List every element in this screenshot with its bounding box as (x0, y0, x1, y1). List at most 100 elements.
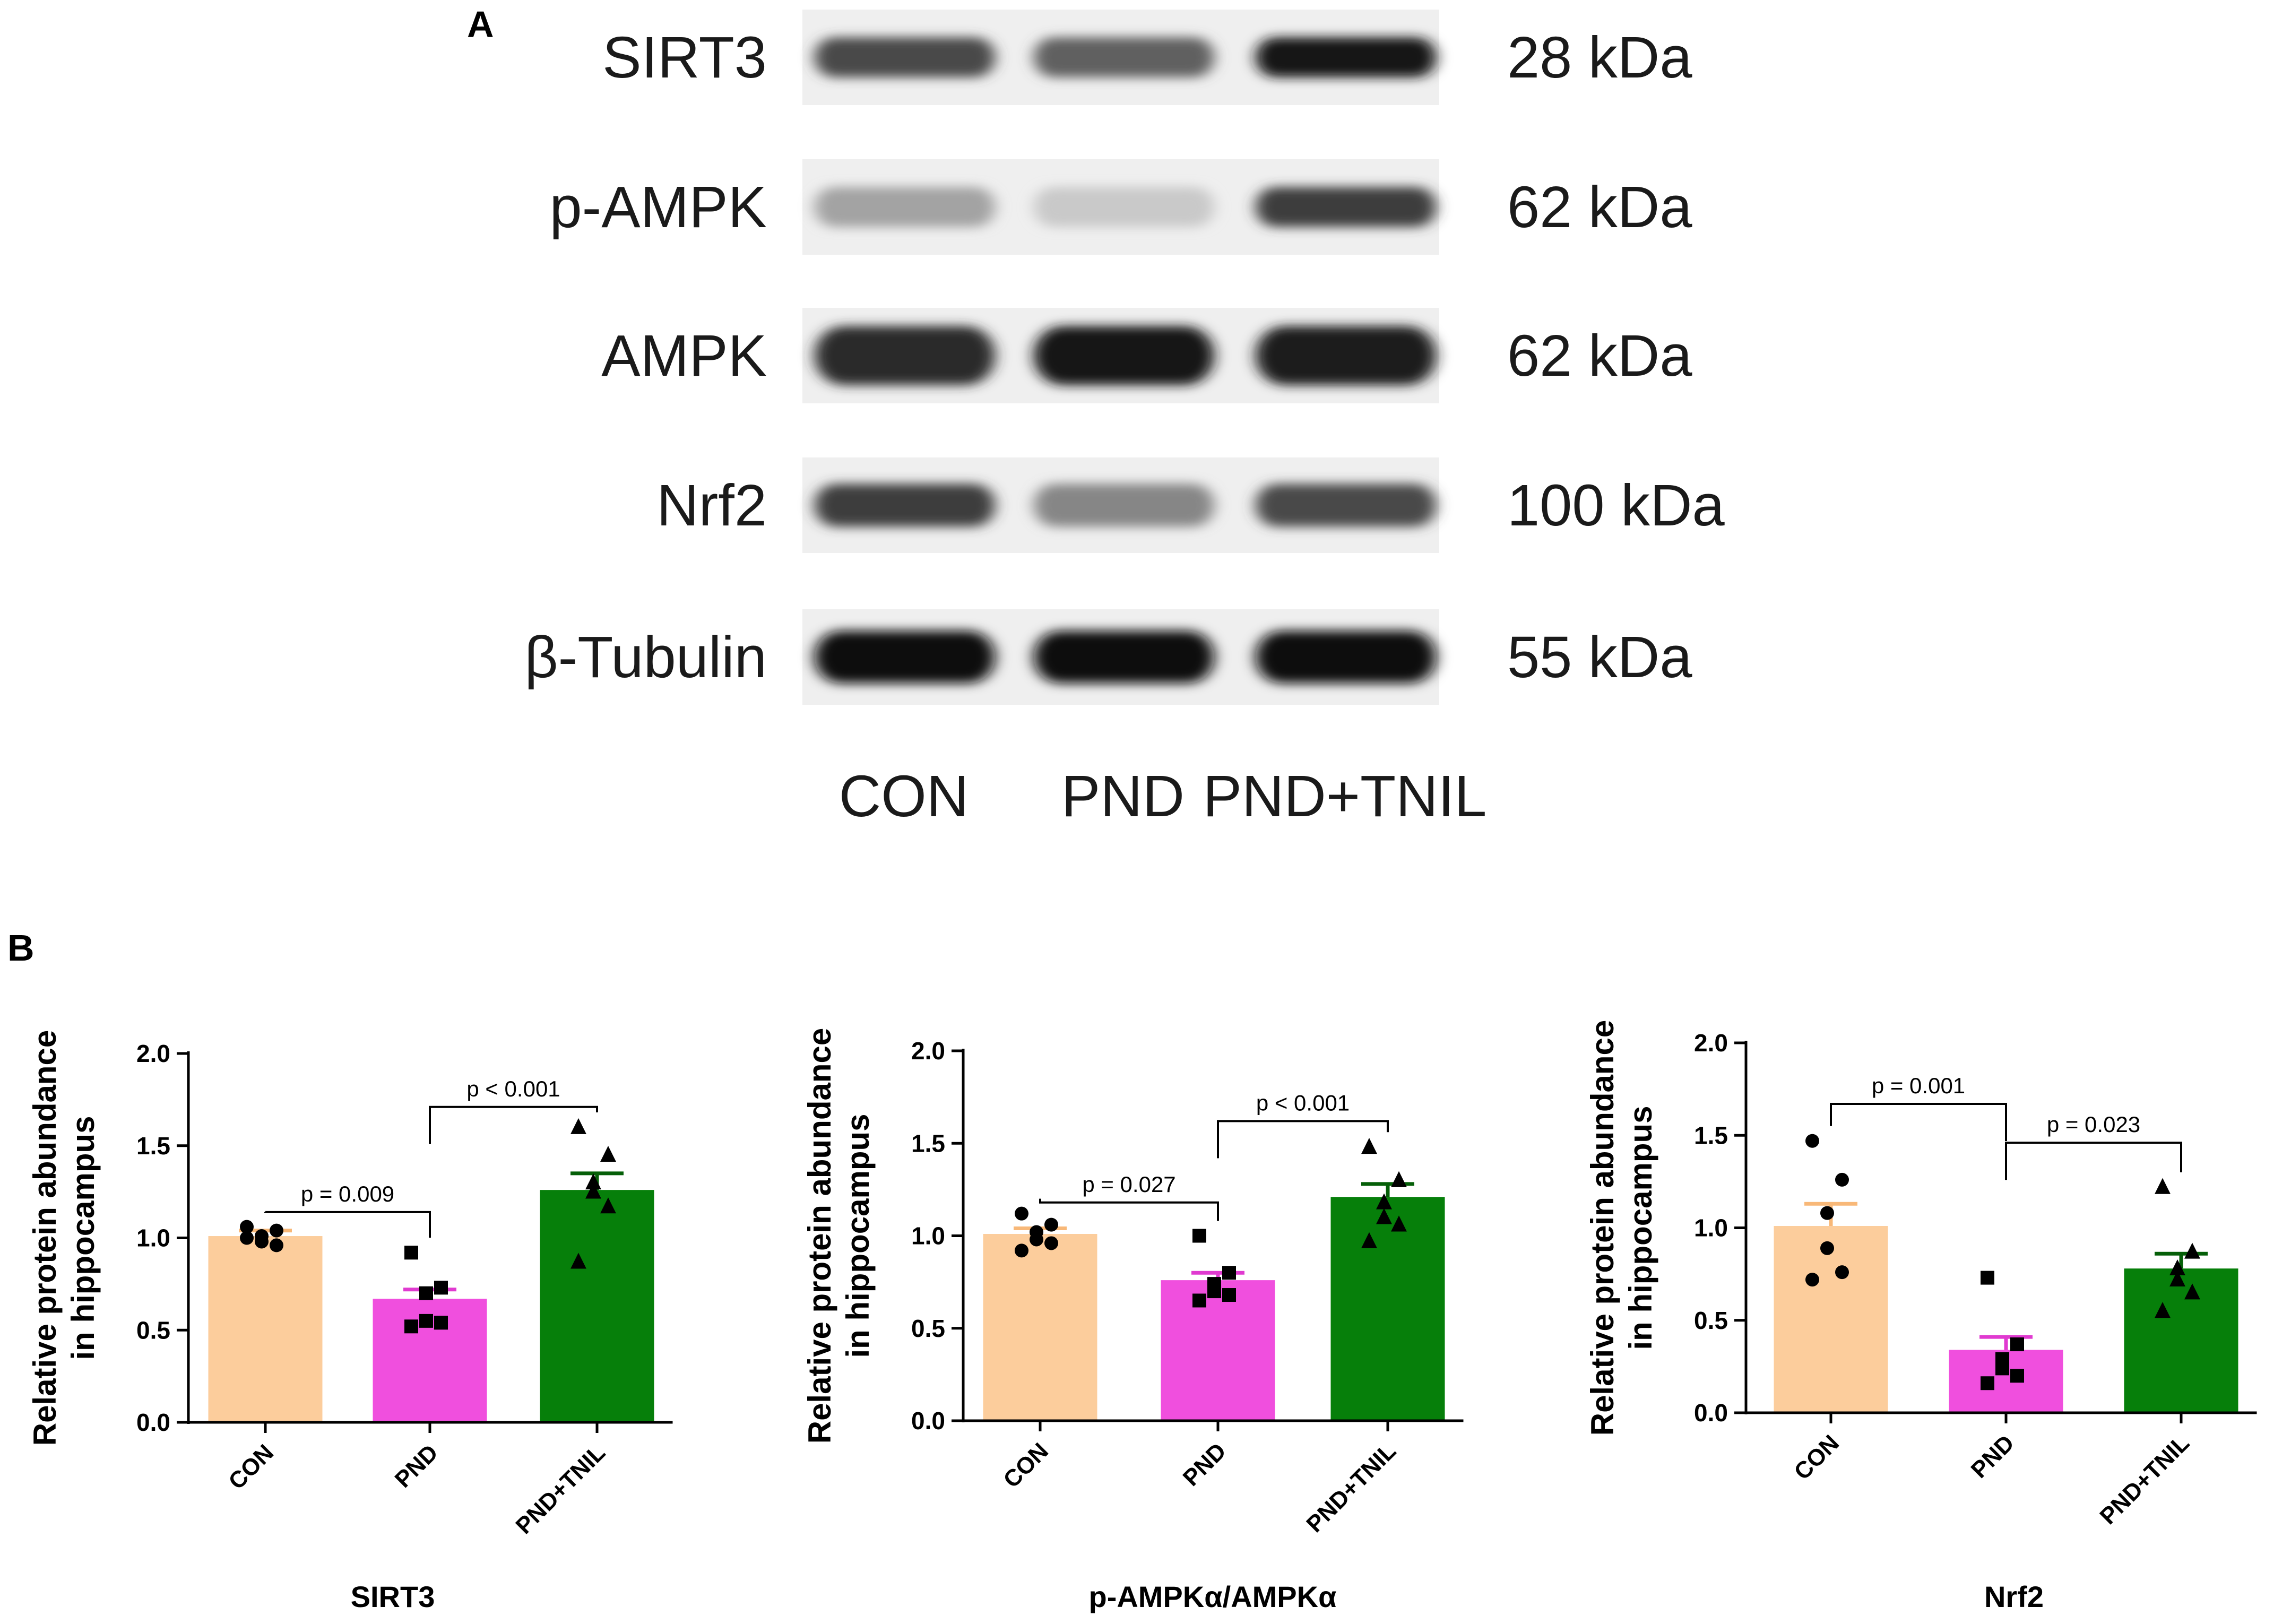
blot-row: β-Tubulin 55 kDa (524, 609, 1692, 705)
blot-band (815, 483, 995, 527)
blot-lane-label: CON (839, 764, 969, 829)
blot-size-label: 62 kDa (1507, 175, 1692, 240)
significance-bracket (2005, 1142, 2182, 1180)
blot-protein-label: SIRT3 (602, 25, 767, 90)
data-point (419, 1314, 433, 1328)
bar (983, 1234, 1097, 1421)
y-tick-label: 1.0 (1694, 1214, 1728, 1242)
blot-band (1034, 483, 1214, 527)
p-value-label: p = 0.001 (1872, 1073, 1965, 1098)
x-tick-label: PND+TNIL (511, 1439, 610, 1539)
data-point (1981, 1271, 1994, 1285)
data-point (1044, 1236, 1058, 1250)
data-point (419, 1286, 433, 1300)
bar (2124, 1268, 2238, 1413)
data-point (2010, 1369, 2024, 1383)
blot-band (815, 187, 995, 227)
y-tick-label: 0.5 (136, 1316, 170, 1344)
data-point (1981, 1376, 1994, 1390)
data-point (1835, 1265, 1849, 1280)
y-axis-label: Relative protein abundancein hippocampus (1585, 1020, 1658, 1436)
data-point (404, 1246, 418, 1260)
data-point (2155, 1302, 2171, 1318)
x-tick-label: PND (1178, 1438, 1231, 1491)
data-point (1044, 1217, 1058, 1232)
y-axis-label-line: in hippocampus (1623, 1105, 1658, 1350)
data-point (255, 1234, 269, 1249)
data-point (1391, 1215, 1407, 1232)
blot-protein-label: β-Tubulin (524, 625, 767, 690)
blot-band (1034, 37, 1214, 77)
blot-band (815, 630, 995, 684)
data-point (434, 1281, 448, 1295)
data-point (1391, 1171, 1407, 1187)
data-point (2169, 1270, 2185, 1286)
significance-bracket (1217, 1120, 1389, 1159)
y-tick-label: 1.5 (136, 1132, 170, 1160)
y-tick-label: 0.5 (1694, 1307, 1728, 1334)
x-tick-label: CON (1789, 1430, 1844, 1485)
y-axis-label-line: Relative protein abundance (27, 1030, 63, 1446)
bar-chart: 0.0 0.5 1.0 1.5 2.0 CON PND PND+TNIL Relative pr… (802, 1028, 1464, 1613)
y-tick-label: 0.0 (136, 1409, 170, 1436)
x-tick-label: PND (1966, 1430, 2019, 1483)
blot-band (815, 37, 995, 77)
significance-bracket (429, 1105, 598, 1144)
data-point (270, 1223, 283, 1238)
blot-row: Nrf2 100 kDa (656, 457, 1725, 553)
y-tick-label: 1.0 (136, 1224, 170, 1252)
y-axis-label: Relative protein abundancein hippocampus (802, 1028, 876, 1444)
data-point (270, 1238, 283, 1252)
data-point (1376, 1208, 1392, 1224)
blot-row: SIRT3 28 kDa (602, 10, 1692, 105)
bar (540, 1190, 654, 1422)
data-point (570, 1252, 586, 1269)
x-tick-label: PND+TNIL (2095, 1430, 2194, 1530)
data-point (1222, 1288, 1236, 1302)
y-axis-label-line: in hippocampus (840, 1113, 876, 1358)
data-point (585, 1173, 601, 1190)
data-point (434, 1316, 448, 1330)
y-axis-label-line: Relative protein abundance (1585, 1020, 1620, 1436)
significance-bracket (264, 1211, 431, 1238)
data-point (1805, 1273, 1819, 1287)
data-point (1835, 1172, 1849, 1187)
blot-band (815, 326, 995, 385)
data-point (240, 1220, 254, 1234)
data-point (1805, 1134, 1819, 1148)
data-point (2010, 1337, 2024, 1352)
data-point (1361, 1138, 1377, 1154)
data-point (1015, 1206, 1028, 1221)
y-tick-label: 2.0 (136, 1040, 170, 1067)
data-point (570, 1118, 586, 1134)
x-tick-label: CON (223, 1439, 279, 1495)
bar (208, 1236, 323, 1422)
chart-title: p-AMPKα/AMPKα (1088, 1580, 1336, 1613)
p-value-label: p = 0.027 (1082, 1172, 1175, 1197)
blot-row: AMPK 62 kDa (601, 308, 1692, 403)
data-point (1820, 1206, 1834, 1220)
data-point (1207, 1284, 1221, 1299)
blot-band (1034, 326, 1214, 385)
bar-charts: 0.0 0.5 1.0 1.5 2.0 CON PND PND+TNIL Relative pr… (27, 1020, 2257, 1613)
blot-band (1256, 630, 1436, 684)
blot-protein-label: Nrf2 (656, 473, 767, 538)
y-axis-label-line: Relative protein abundance (802, 1028, 837, 1444)
y-axis-label: Relative protein abundancein hippocampus (27, 1030, 101, 1446)
y-axis-label-line: in hippocampus (65, 1116, 101, 1360)
data-point (404, 1319, 418, 1334)
blot-band (1256, 37, 1436, 77)
blot-band (1034, 630, 1214, 684)
blot-band (1256, 483, 1436, 527)
data-point (1995, 1361, 2009, 1376)
y-tick-label: 0.0 (911, 1407, 945, 1435)
data-point (2169, 1259, 2185, 1276)
data-point (1222, 1266, 1236, 1280)
x-tick-label: PND (390, 1439, 443, 1492)
blot-band (1256, 187, 1436, 227)
p-value-label: p < 0.001 (1256, 1090, 1350, 1115)
chart-title: SIRT3 (351, 1580, 435, 1613)
data-point (2184, 1283, 2200, 1300)
data-point (1192, 1293, 1206, 1308)
